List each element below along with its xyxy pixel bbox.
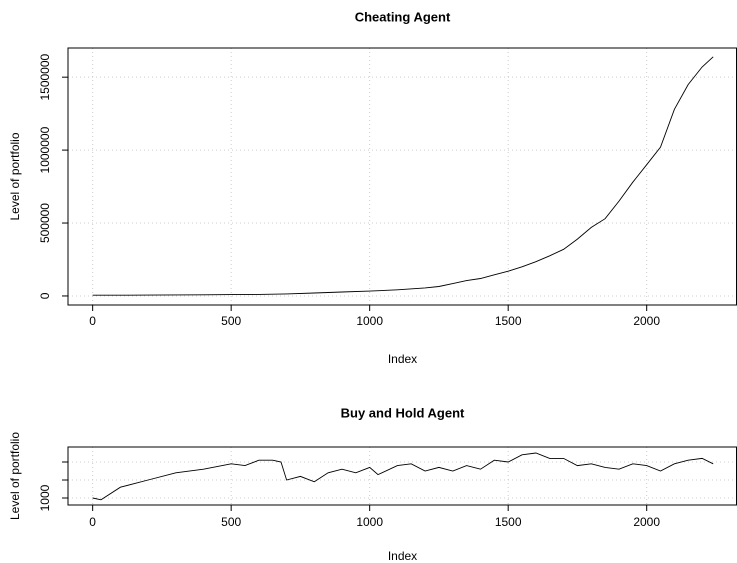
x-tick-label: 0 bbox=[89, 314, 96, 328]
x-tick-label: 500 bbox=[221, 314, 241, 328]
data-line bbox=[92, 452, 714, 501]
y-tick-label: 1000 bbox=[38, 484, 52, 511]
plot-frame bbox=[67, 47, 737, 306]
x-tick-label: 1000 bbox=[356, 314, 383, 328]
y-axis-label: Level of portfolio bbox=[8, 432, 22, 520]
chart-title: Buy and Hold Agent bbox=[341, 405, 465, 420]
x-tick-label: 1500 bbox=[495, 314, 522, 328]
y-tick-label: 1000000 bbox=[38, 126, 52, 173]
y-tick-label: 0 bbox=[38, 292, 52, 299]
y-tick-label: 500000 bbox=[38, 203, 52, 243]
x-tick-label: 1500 bbox=[495, 515, 522, 529]
x-axis-label: Index bbox=[388, 352, 417, 366]
x-axis-label: Index bbox=[388, 549, 417, 563]
plot-frame bbox=[67, 446, 737, 506]
data-line bbox=[92, 56, 714, 296]
y-axis-label: Level of portfolio bbox=[8, 132, 22, 220]
y-tick-label: 1500000 bbox=[38, 53, 52, 100]
x-tick-label: 500 bbox=[221, 515, 241, 529]
x-tick-label: 2000 bbox=[633, 515, 660, 529]
x-tick-label: 2000 bbox=[633, 314, 660, 328]
x-tick-label: 1000 bbox=[356, 515, 383, 529]
x-tick-label: 0 bbox=[89, 515, 96, 529]
chart-title: Cheating Agent bbox=[355, 9, 451, 24]
